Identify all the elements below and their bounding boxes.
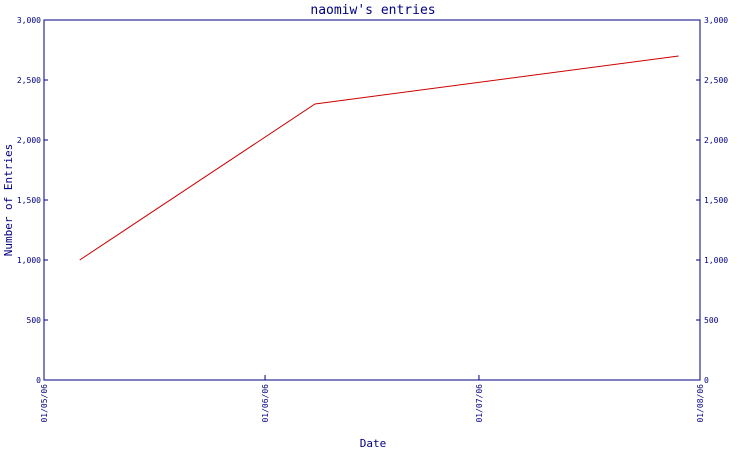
y-axis-right: 0 500 1,000 1,500 2,000 2,500 3,000	[696, 16, 728, 385]
series-layer	[79, 55, 679, 261]
series-line	[79, 55, 679, 261]
y-tick-label: 0	[36, 376, 41, 385]
y-tick-label: 1,000	[17, 256, 41, 265]
y-tick-label-right: 3,000	[704, 16, 728, 25]
y-axis-left: 0 500 1,000 1,500 2,000 2,500 3,000	[17, 16, 48, 385]
chart-title: naomiw's entries	[310, 3, 435, 18]
x-tick-label: 01/06/06	[261, 384, 270, 423]
y-tick-label: 500	[27, 316, 42, 325]
y-tick-label-right: 0	[704, 376, 709, 385]
x-tick-label: 01/07/06	[475, 384, 484, 423]
y-tick-label-right: 1,500	[704, 196, 728, 205]
x-axis: 01/05/06 01/06/06 01/07/06 01/08/06	[40, 375, 705, 423]
y-tick-label-right: 1,000	[704, 256, 728, 265]
y-tick-label: 2,000	[17, 136, 41, 145]
y-axis-title: Number of Entries	[2, 144, 15, 257]
y-tick-label: 2,500	[17, 76, 41, 85]
y-tick-label-right: 2,500	[704, 76, 728, 85]
y-tick-label: 1,500	[17, 196, 41, 205]
x-tick-label: 01/08/06	[696, 384, 705, 423]
y-tick-label: 3,000	[17, 16, 41, 25]
y-tick-label-right: 2,000	[704, 136, 728, 145]
plot-frame	[43, 19, 701, 381]
x-axis-title: Date	[360, 437, 387, 450]
y-tick-label-right: 500	[704, 316, 719, 325]
x-tick-label: 01/05/06	[40, 384, 49, 423]
